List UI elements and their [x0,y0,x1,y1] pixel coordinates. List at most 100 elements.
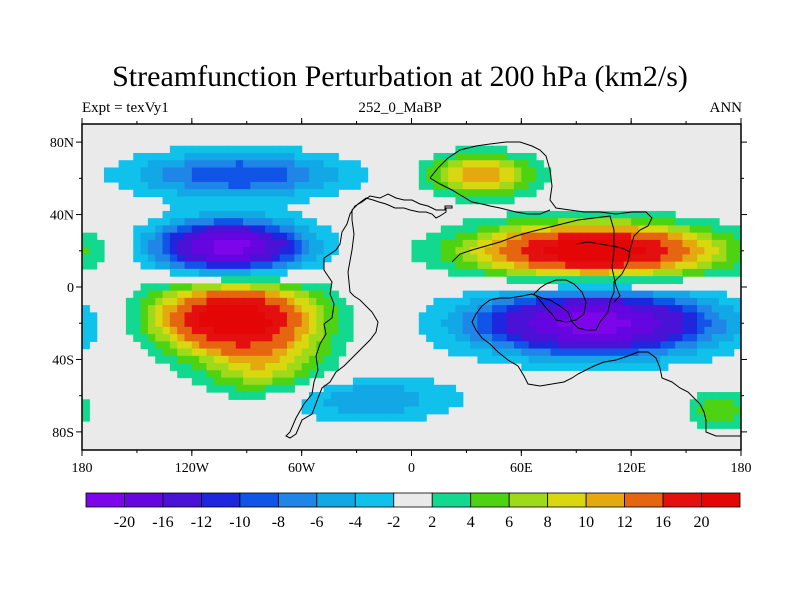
field-cell [96,254,105,263]
field-cell [352,377,361,386]
field-cell [316,341,325,350]
field-cell [235,297,244,306]
field-cell [330,239,339,248]
field-cell [287,297,295,306]
field-cell [199,297,208,306]
field-cell [162,167,171,176]
field-cell [140,152,149,161]
field-cell [147,189,156,198]
field-cell [330,152,339,161]
field-cell [697,399,705,408]
field-cell [206,225,215,234]
field-cell [301,283,310,292]
field-cell [492,355,500,364]
field-cell [653,334,662,342]
field-cell [631,261,640,270]
field-cell [492,218,500,227]
field-cell [440,232,449,241]
field-cell [719,406,727,415]
field-cell [243,276,252,284]
field-cell [535,181,544,190]
field-cell [455,348,464,357]
field-cell [484,334,493,342]
field-cell [733,297,741,306]
field-cell [572,254,581,263]
field-cell [191,210,200,219]
field-cell [455,334,464,342]
field-cell [616,363,625,371]
field-cell [89,232,98,241]
field-cell [433,181,442,190]
field-cell [169,218,178,227]
field-cell [257,145,266,154]
field-cell [177,326,186,335]
field-cell [89,247,98,255]
field-cell [601,334,610,342]
field-cell [265,254,273,263]
field-cell [330,232,339,241]
field-cell [470,297,478,306]
field-cell [733,319,741,328]
field-cell [477,152,486,161]
field-cell [455,399,464,408]
field-cell [645,297,654,306]
field-cell [506,319,515,328]
field-cell [169,290,178,299]
field-cell [140,326,149,335]
field-cell [499,247,508,255]
field-cell [184,152,193,161]
field-cell [155,239,164,248]
field-cell [199,254,208,263]
field-cell [638,218,647,227]
field-cell [733,334,741,342]
field-cell [506,261,515,270]
field-cell [308,261,317,270]
field-cell [433,384,442,393]
field-cell [470,290,478,299]
field-cell [492,232,500,241]
field-cell [301,341,310,350]
field-cell [514,247,522,255]
field-cell [601,305,610,313]
field-cell [506,254,515,263]
field-cell [514,312,522,321]
field-cell [609,225,618,234]
field-cell [711,305,720,313]
field-cell [594,297,603,306]
field-cell [704,268,713,277]
field-cell [477,312,486,321]
field-cell [675,232,684,241]
field-cell [719,290,727,299]
colorbar-label: 20 [694,514,710,531]
field-cell [206,348,215,357]
field-cell [499,319,508,328]
field-cell [492,167,500,176]
field-cell [506,210,515,219]
field-cell [433,160,442,169]
field-cell [594,305,603,313]
field-cell [601,261,610,270]
field-cell [279,174,288,183]
field-cell [221,305,230,313]
field-cell [660,218,669,227]
field-cell [272,348,281,357]
field-cell [579,334,588,342]
field-cell [330,305,339,313]
field-cell [711,290,720,299]
field-cell [169,210,178,219]
field-cell [294,319,303,328]
field-cell [528,225,537,234]
field-cell [660,363,669,371]
field-cell [352,160,361,169]
field-cell [667,326,676,335]
field-cell [572,326,581,335]
field-cell [426,384,435,393]
field-cell [645,305,654,313]
field-cell [235,167,244,176]
field-cell [235,196,244,205]
field-cell [433,341,442,350]
field-cell [440,319,449,328]
field-cell [316,290,325,299]
field-cell [660,261,669,270]
field-cell [191,363,200,371]
